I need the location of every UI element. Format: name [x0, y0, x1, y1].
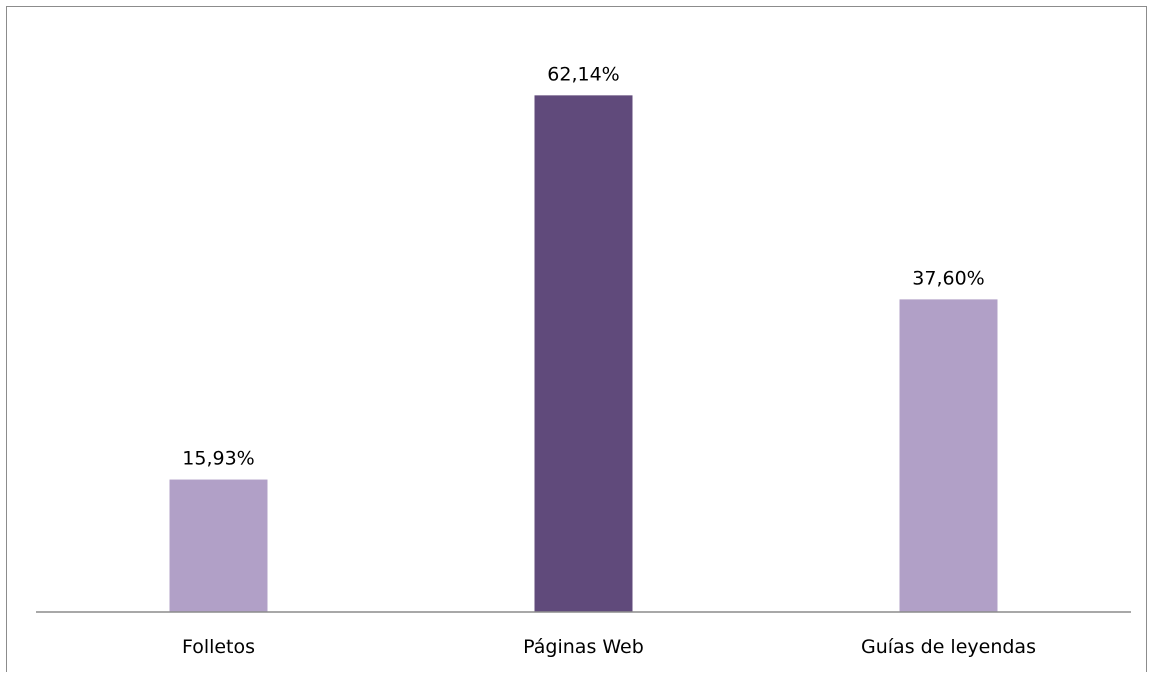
bars-group — [169, 95, 998, 613]
category-labels-group: Folletos Páginas Web Guías de leyendas — [182, 636, 1036, 658]
value-labels-group: 15,93% 62,14% 37,60% — [182, 63, 984, 469]
value-label-1: 62,14% — [547, 63, 619, 85]
category-label-1: Páginas Web — [523, 636, 644, 658]
category-label-2: Guías de leyendas — [861, 636, 1036, 658]
value-label-2: 37,60% — [912, 267, 984, 289]
bar-2 — [899, 299, 998, 612]
category-label-0: Folletos — [182, 636, 255, 658]
bar-0 — [169, 479, 268, 612]
bar-1 — [534, 95, 633, 613]
value-label-0: 15,93% — [182, 448, 254, 470]
